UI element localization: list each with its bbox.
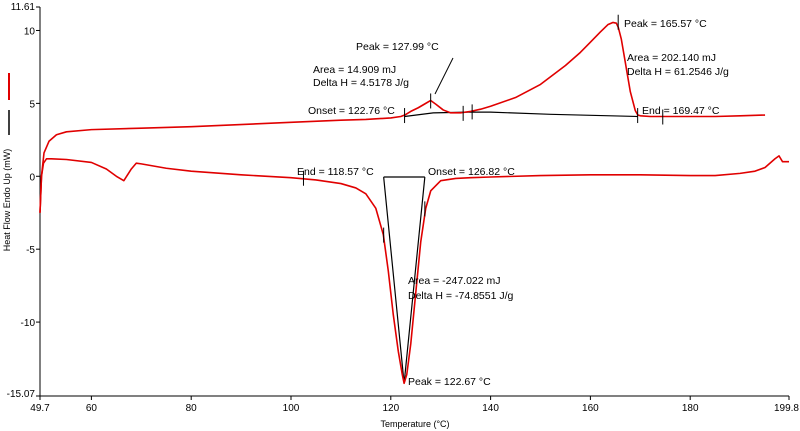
annotation-area-3: Area = -247.022 mJ: [408, 275, 501, 287]
y-axis-ticks: 11.61 10 5 0 -5 -10 -15.07: [7, 2, 40, 400]
annotation-onset-1: Onset = 122.76 °C: [308, 105, 395, 117]
y-tick-label: -10: [21, 318, 36, 329]
x-tick-label: 120: [382, 403, 399, 414]
x-tick-label: 180: [682, 403, 699, 414]
series-group: [39, 21, 789, 385]
annotation-peak-2: Peak = 165.57 °C: [624, 18, 707, 30]
annotation-end-2: End = 169.47 °C: [642, 105, 720, 117]
annotation-peak-1: Peak = 127.99 °C: [356, 41, 439, 53]
annotations-group: Peak = 127.99 °C Area = 14.909 mJ Delta …: [297, 18, 729, 388]
y-tick-label: 10: [24, 26, 36, 37]
integration-baseline: [404, 111, 638, 118]
annotation-delta-h-1: Delta H = 4.5178 J/g: [313, 77, 409, 89]
annotation-onset-3: Onset = 126.82 °C: [428, 166, 515, 178]
x-tick-label: 60: [86, 403, 98, 414]
x-tick-label: 80: [186, 403, 198, 414]
y-tick-label: 11.61: [11, 2, 36, 13]
x-tick-label: 140: [482, 403, 499, 414]
y-tick-label: 5: [29, 99, 35, 110]
x-tick-label: 199.8: [774, 403, 799, 414]
x-tick-label: 160: [582, 403, 599, 414]
y-tick-label: 0: [29, 172, 35, 183]
annotation-end-3: End = 118.57 °C: [297, 166, 374, 178]
annotation-delta-h-2: Delta H = 61.2546 J/g: [627, 66, 729, 78]
peak-pointer-line: [434, 57, 454, 95]
annotation-area-2: Area = 202.140 mJ: [627, 52, 716, 64]
heating-curve: [39, 21, 766, 213]
y-tick-label: -15.07: [7, 389, 36, 400]
cooling-curve: [39, 155, 789, 385]
annotation-delta-h-3: Delta H = -74.8551 J/g: [408, 290, 514, 302]
x-tick-label: 49.7: [30, 403, 50, 414]
annotation-peak-3: Peak = 122.67 °C: [408, 376, 491, 388]
x-axis-ticks: 49.7 60 80 100 120 140 160 180 199.8: [30, 396, 799, 414]
y-axis-title: Heat Flow Endo Up (mW): [2, 149, 12, 252]
y-tick-label: -5: [26, 245, 35, 256]
x-tick-label: 100: [283, 403, 300, 414]
annotation-area-1: Area = 14.909 mJ: [313, 64, 396, 76]
x-axis-title: Temperature (°C): [380, 419, 449, 429]
vertical-markers-group: [302, 14, 664, 243]
